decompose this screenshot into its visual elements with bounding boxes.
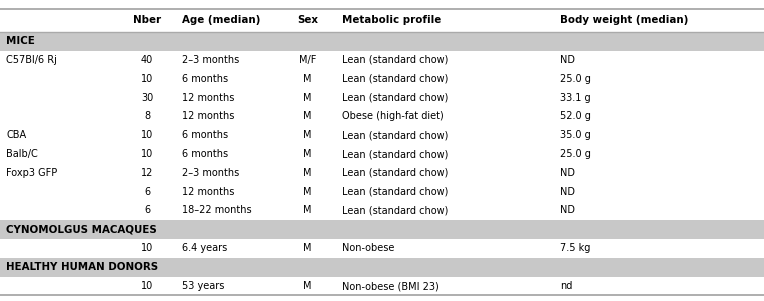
Text: 2–3 months: 2–3 months <box>182 55 239 65</box>
Text: ND: ND <box>560 206 575 216</box>
Bar <box>0 239 764 258</box>
Bar <box>0 32 764 51</box>
Text: Lean (standard chow): Lean (standard chow) <box>342 187 448 197</box>
Text: Non-obese (BMI 23): Non-obese (BMI 23) <box>342 281 439 291</box>
Text: Age (median): Age (median) <box>182 15 261 25</box>
Text: 52.0 g: 52.0 g <box>560 111 591 121</box>
Text: M: M <box>303 281 312 291</box>
Text: Sex: Sex <box>297 15 318 25</box>
Text: 25.0 g: 25.0 g <box>560 74 591 84</box>
Text: ND: ND <box>560 168 575 178</box>
Text: 2–3 months: 2–3 months <box>182 168 239 178</box>
Text: 6: 6 <box>144 206 151 216</box>
Bar <box>0 9 764 32</box>
Bar <box>0 258 764 277</box>
Text: Obese (high-fat diet): Obese (high-fat diet) <box>342 111 444 121</box>
Text: ND: ND <box>560 55 575 65</box>
Text: 53 years: 53 years <box>182 281 224 291</box>
Text: M: M <box>303 93 312 103</box>
Text: CYNOMOLGUS MACAQUES: CYNOMOLGUS MACAQUES <box>6 224 157 234</box>
Text: M: M <box>303 168 312 178</box>
Text: MICE: MICE <box>6 36 35 46</box>
Bar <box>0 69 764 88</box>
Bar <box>0 107 764 126</box>
Text: 6 months: 6 months <box>182 74 228 84</box>
Bar <box>0 144 764 163</box>
Text: Lean (standard chow): Lean (standard chow) <box>342 206 448 216</box>
Text: M: M <box>303 111 312 121</box>
Text: M: M <box>303 74 312 84</box>
Text: 35.0 g: 35.0 g <box>560 130 591 140</box>
Text: Lean (standard chow): Lean (standard chow) <box>342 149 448 159</box>
Text: Lean (standard chow): Lean (standard chow) <box>342 74 448 84</box>
Text: M: M <box>303 187 312 197</box>
Text: M: M <box>303 149 312 159</box>
Text: 12: 12 <box>141 168 154 178</box>
Text: M: M <box>303 130 312 140</box>
Text: M: M <box>303 243 312 253</box>
Bar <box>0 126 764 144</box>
Text: Body weight (median): Body weight (median) <box>560 15 688 25</box>
Text: 12 months: 12 months <box>182 187 235 197</box>
Bar <box>0 201 764 220</box>
Text: CBA: CBA <box>6 130 26 140</box>
Text: Lean (standard chow): Lean (standard chow) <box>342 168 448 178</box>
Text: C57Bl/6 Rj: C57Bl/6 Rj <box>6 55 57 65</box>
Text: 40: 40 <box>141 55 154 65</box>
Text: 12 months: 12 months <box>182 93 235 103</box>
Text: 25.0 g: 25.0 g <box>560 149 591 159</box>
Text: M: M <box>303 206 312 216</box>
Bar <box>0 220 764 239</box>
Text: Lean (standard chow): Lean (standard chow) <box>342 130 448 140</box>
Text: 10: 10 <box>141 149 154 159</box>
Text: Lean (standard chow): Lean (standard chow) <box>342 55 448 65</box>
Text: Nber: Nber <box>133 15 161 25</box>
Text: 8: 8 <box>144 111 151 121</box>
Text: Metabolic profile: Metabolic profile <box>342 15 442 25</box>
Text: 6 months: 6 months <box>182 130 228 140</box>
Text: Lean (standard chow): Lean (standard chow) <box>342 93 448 103</box>
Bar <box>0 51 764 69</box>
Text: M/F: M/F <box>299 55 316 65</box>
Text: 6.4 years: 6.4 years <box>182 243 227 253</box>
Text: 10: 10 <box>141 281 154 291</box>
Text: 6 months: 6 months <box>182 149 228 159</box>
Text: 6: 6 <box>144 187 151 197</box>
Bar <box>0 163 764 182</box>
Text: Non-obese: Non-obese <box>342 243 395 253</box>
Text: 18–22 months: 18–22 months <box>182 206 251 216</box>
Bar <box>0 182 764 201</box>
Text: 33.1 g: 33.1 g <box>560 93 591 103</box>
Bar <box>0 88 764 107</box>
Text: Foxp3 GFP: Foxp3 GFP <box>6 168 57 178</box>
Text: ND: ND <box>560 187 575 197</box>
Text: HEALTHY HUMAN DONORS: HEALTHY HUMAN DONORS <box>6 262 158 272</box>
Text: 7.5 kg: 7.5 kg <box>560 243 591 253</box>
Bar <box>0 277 764 295</box>
Text: Balb/C: Balb/C <box>6 149 38 159</box>
Text: 10: 10 <box>141 74 154 84</box>
Text: 30: 30 <box>141 93 154 103</box>
Text: nd: nd <box>560 281 572 291</box>
Text: 10: 10 <box>141 130 154 140</box>
Text: 12 months: 12 months <box>182 111 235 121</box>
Text: 10: 10 <box>141 243 154 253</box>
